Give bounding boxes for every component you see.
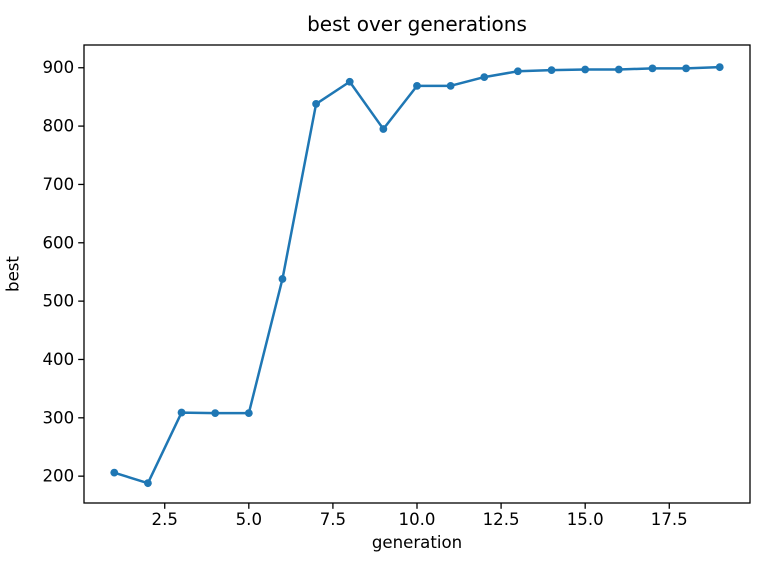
y-tick-label: 300 bbox=[43, 408, 75, 427]
data-point bbox=[715, 63, 724, 72]
x-tick-label: 15.0 bbox=[567, 510, 604, 529]
x-tick-label: 7.5 bbox=[320, 510, 346, 529]
y-tick-label: 900 bbox=[43, 58, 75, 77]
x-tick-label: 5.0 bbox=[236, 510, 262, 529]
data-point bbox=[244, 409, 253, 418]
x-tick-label: 17.5 bbox=[651, 510, 688, 529]
chart-title: best over generations bbox=[307, 12, 527, 36]
data-point bbox=[110, 468, 119, 477]
data-point bbox=[514, 67, 522, 76]
y-tick-label: 500 bbox=[43, 292, 75, 311]
plot-frame bbox=[83, 44, 751, 504]
x-axis-label: generation bbox=[371, 533, 463, 552]
data-point bbox=[177, 408, 186, 417]
data-point bbox=[682, 64, 690, 73]
y-tick-label: 200 bbox=[43, 467, 75, 486]
data-point bbox=[278, 275, 287, 283]
y-tick-label: 800 bbox=[43, 117, 75, 136]
x-tick-label: 10.0 bbox=[399, 510, 436, 529]
data-point bbox=[144, 479, 152, 488]
data-point bbox=[345, 77, 354, 86]
data-point bbox=[648, 64, 657, 73]
data-point bbox=[547, 66, 556, 74]
data-point bbox=[480, 73, 489, 81]
data-point bbox=[379, 125, 388, 133]
data-point bbox=[446, 81, 455, 90]
y-tick-label: 600 bbox=[43, 233, 75, 252]
line-series bbox=[113, 65, 721, 485]
y-tick-label: 400 bbox=[43, 350, 75, 369]
y-tick-label: 700 bbox=[43, 175, 75, 194]
data-point bbox=[312, 100, 320, 108]
data-point bbox=[614, 65, 623, 74]
data-point bbox=[211, 409, 220, 418]
x-tick-label: 2.5 bbox=[152, 510, 178, 529]
data-point bbox=[413, 81, 421, 90]
x-tick-label: 12.5 bbox=[483, 510, 520, 529]
data-point bbox=[581, 65, 590, 74]
